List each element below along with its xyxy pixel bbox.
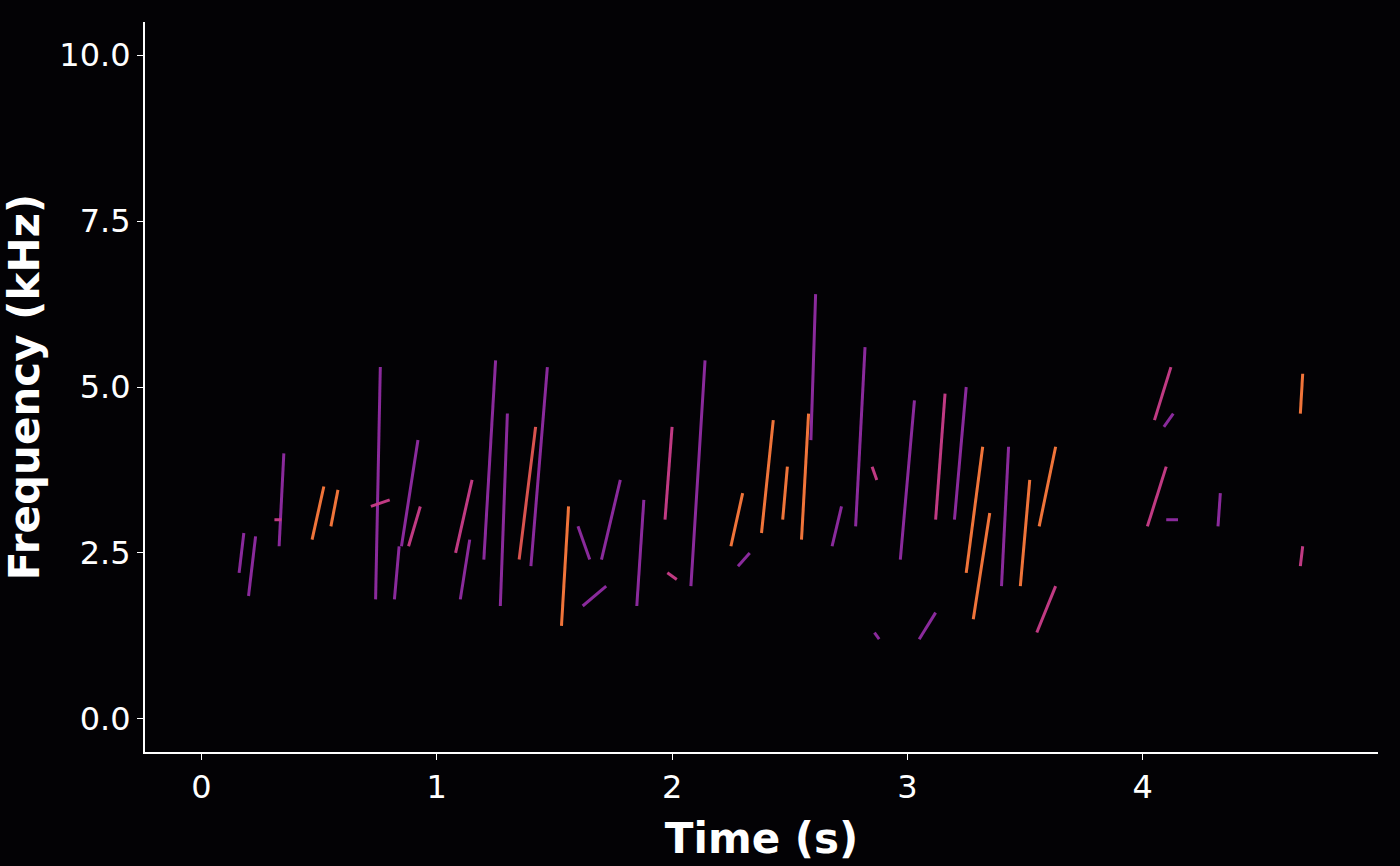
- svg-text:0: 0: [191, 768, 211, 806]
- svg-text:10.0: 10.0: [59, 36, 130, 74]
- svg-text:Time (s): Time (s): [665, 814, 858, 863]
- svg-text:2: 2: [662, 768, 682, 806]
- svg-text:7.5: 7.5: [80, 202, 131, 240]
- svg-text:5.0: 5.0: [80, 368, 131, 406]
- svg-text:2.5: 2.5: [80, 534, 131, 572]
- svg-text:Frequency (kHz): Frequency (kHz): [0, 194, 49, 580]
- svg-text:1: 1: [427, 768, 447, 806]
- svg-text:3: 3: [897, 768, 917, 806]
- svg-text:4: 4: [1133, 768, 1153, 806]
- svg-text:0.0: 0.0: [80, 700, 131, 738]
